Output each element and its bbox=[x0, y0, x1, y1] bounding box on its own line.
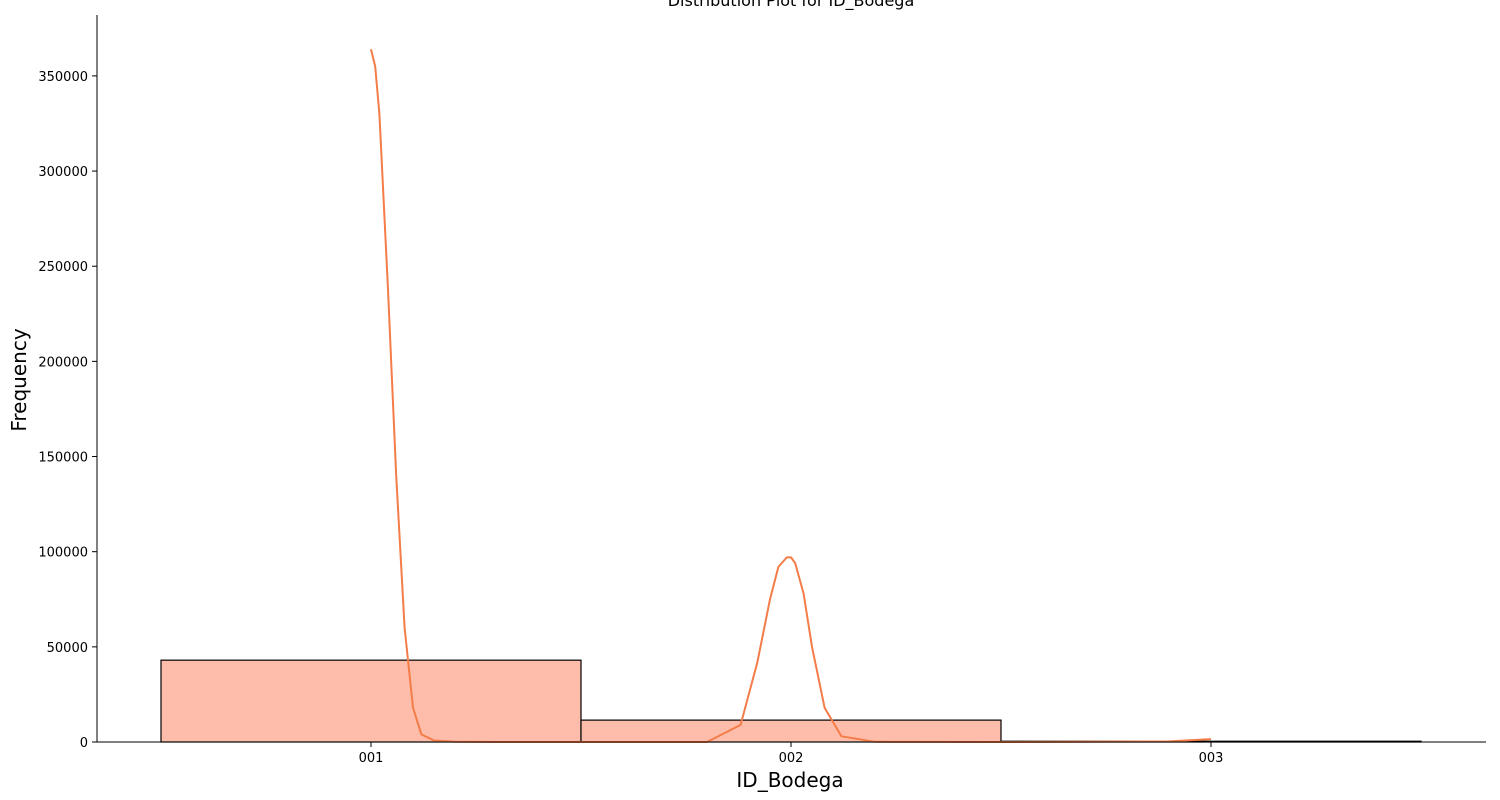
y-tick-label: 300000 bbox=[38, 165, 88, 180]
x-tick-label: 002 bbox=[779, 751, 804, 766]
histogram-bar-002 bbox=[580, 719, 1002, 743]
chart-title: Distribution Plot for ID_Bodega bbox=[668, 0, 915, 11]
y-tick-label: 0 bbox=[80, 736, 88, 751]
kde-curve-layer bbox=[370, 49, 1212, 743]
histogram-bar-001 bbox=[160, 659, 582, 743]
y-tick-label: 250000 bbox=[38, 260, 88, 275]
x-tick-label: 001 bbox=[359, 751, 384, 766]
x-axis-label: ID_Bodega bbox=[736, 768, 843, 792]
y-axis-label: Frequency bbox=[7, 328, 31, 431]
x-tick-label: 003 bbox=[1199, 751, 1224, 766]
y-tick-label: 200000 bbox=[38, 355, 88, 370]
y-tick-label: 50000 bbox=[47, 641, 88, 656]
y-axis-ticks: 0 50000 100000 150000 200000 250000 300000 3500… bbox=[38, 70, 97, 751]
histogram-bars bbox=[160, 659, 1422, 743]
x-axis-ticks: 001 002 003 bbox=[359, 742, 1224, 766]
kde-curve bbox=[370, 49, 1212, 743]
y-tick-label: 150000 bbox=[38, 451, 88, 466]
y-tick-label: 350000 bbox=[38, 70, 88, 85]
y-tick-label: 100000 bbox=[38, 546, 88, 561]
